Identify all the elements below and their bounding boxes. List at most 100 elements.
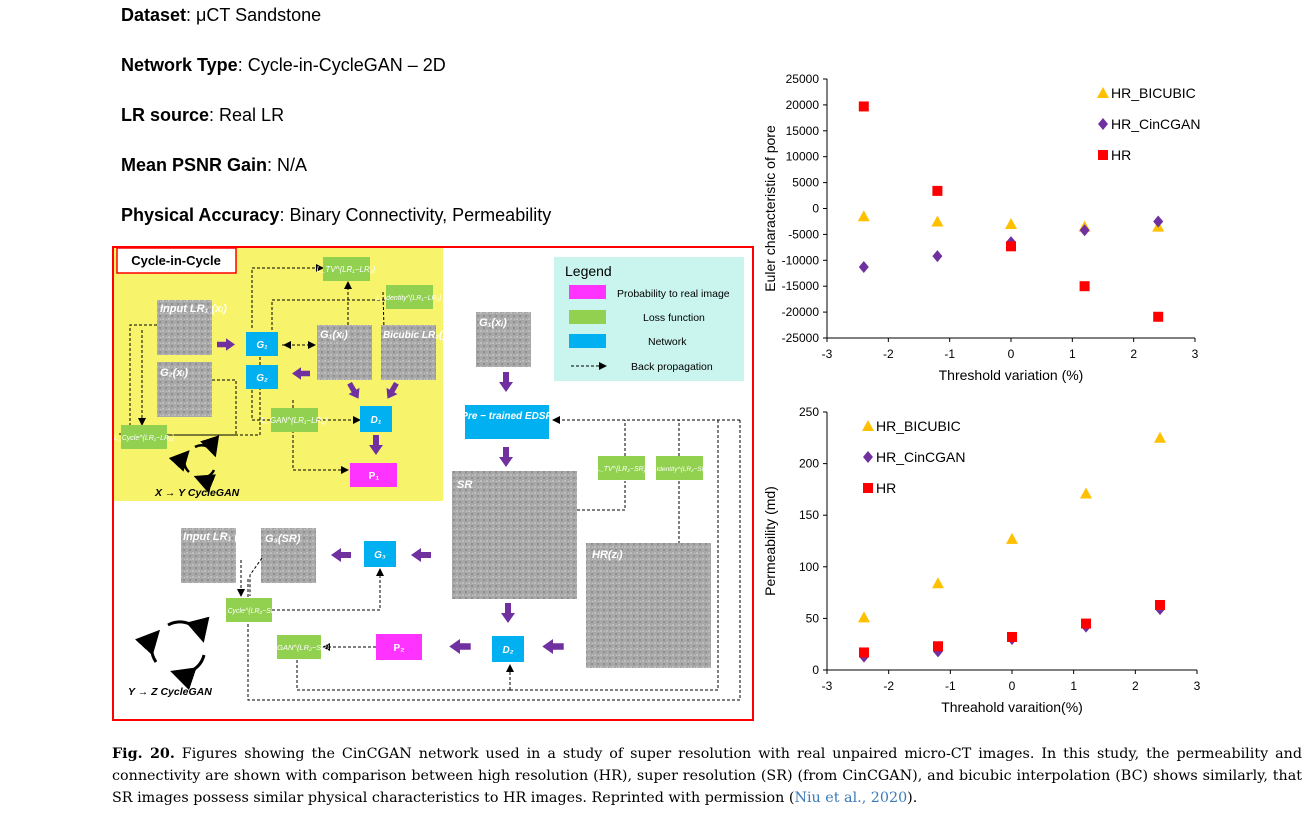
legend-label-hr-cincgan: HR_CinCGAN [1111,116,1200,132]
input-lr1-bottom-image [181,528,236,583]
x-tick-label: -2 [883,347,894,361]
cincgan-diagram: Cycle-in-Cycle Legend Probability to rea… [112,246,754,721]
legend-marker-hr [1098,150,1108,160]
y-axis-label: Euler characteristic of pore [762,125,778,292]
data-point-hr-cincgan [932,250,943,263]
legend-label-hr-bicubic: HR_BICUBIC [1111,85,1196,101]
legend-item-loss: Loss function [643,312,705,324]
l-cycle-top-label: L_Cycle^{LR₁−LR₂} [114,435,175,442]
x-tick-label: -1 [945,679,956,693]
y-tick-label: 25000 [786,72,820,86]
p1-label: P₁ [369,471,380,482]
y-tick-label: 20000 [786,98,820,112]
x-tick-label: 2 [1130,347,1137,361]
y-tick-label: -25000 [782,331,820,345]
info-dataset: Dataset: μCT Sandstone [121,5,322,25]
y-tick-label: 10000 [786,150,820,164]
data-point-hr [859,647,869,658]
l-gan-sr-label: L_GAN^{LR₂−SR} [269,643,330,652]
legend-item-backprop: Back propagation [631,361,713,373]
cycle-yz-icon [134,616,210,691]
x-tick-label: -3 [822,679,833,693]
data-point-hr [1006,241,1016,252]
caption-label: Fig. 20. [112,746,175,762]
l-tv-sr-label: L_TV^{LR₂−SR} [596,466,647,473]
l-identity-sr [656,456,703,480]
sr-label: SR [457,479,472,491]
y-tick-label: 15000 [786,124,820,138]
x-tick-label: 1 [1069,347,1076,361]
input-lr1-label: Input LR₁ (xᵢ) [160,303,227,315]
legend-marker-hr [863,483,873,493]
data-point-hr-bicubic [857,210,870,222]
y-tick-label: 0 [812,202,819,216]
info-psnr-gain: Mean PSNR Gain: N/A [121,155,308,175]
caption-reference-link[interactable]: Niu et al., 2020 [794,790,908,806]
l-identity-top-label: L_Identity^{LR₁−LR₂} [376,295,442,302]
sr-image [452,471,577,599]
p1-node [350,463,397,487]
legend-item-network: Network [648,336,687,348]
caption-text: Figures showing the CinCGAN network used… [112,746,1302,806]
x-tick-label: 0 [1008,347,1015,361]
cycle-xy-icon [168,435,220,493]
y-tick-label: 50 [806,611,820,625]
bicubic-label: Bicubic LR₂(yᵢ) [383,330,454,341]
d1-label: D₁ [371,415,382,426]
cycle-xy-label: X → Y CycleGAN [154,487,240,499]
y-tick-label: -5000 [788,227,819,241]
edsr-node [465,405,549,439]
euler-chart: 25000 20000 15000 10000 5000 0 -5000 -10000 -150… [762,72,1200,383]
l-tv-top-label: L_TV^{LR₁−LR₂} [317,265,376,274]
y-tick-label: 5000 [792,176,819,190]
x-tick-label: 3 [1192,347,1199,361]
g3sr-image [261,528,316,583]
data-point-hr [858,101,869,112]
l-gan-sr [277,635,321,659]
l-identity-top [386,285,433,309]
legend-title: Legend [565,263,612,279]
d2-label: D₂ [502,645,513,656]
hr-image [586,543,711,668]
l-cycle-sr [226,598,272,622]
data-point-hr [933,641,943,652]
y-tick-label: 200 [799,457,819,471]
g1x-right-image [476,312,531,367]
x-tick-label: 0 [1009,679,1016,693]
d2-node [492,636,524,662]
legend-marker-hr-bicubic [1097,87,1109,98]
legend-label-hr-bicubic: HR_BICUBIC [876,418,961,434]
cycle-in-cycle-title: Cycle-in-Cycle [131,253,221,268]
y-tick-label: 250 [799,405,819,419]
g3-node [364,541,396,567]
g1x-label: G₁(xᵢ) [320,329,348,341]
legend-item-probability: Probability to real image [617,288,730,300]
legend-marker-hr-cincgan [863,451,873,463]
input-lr1-bottom-label: Input LR₁ (xᵢ) [183,531,250,543]
d1-node [360,406,392,432]
y-tick-label: -15000 [782,279,820,293]
l-identity-sr-label: L_Identity^{LR₂−SR} [649,466,709,473]
caption-end: ). [907,790,918,806]
data-point-hr [1155,599,1165,610]
x-tick-label: 3 [1194,679,1201,693]
data-point-hr-bicubic [1154,431,1166,443]
y-axis-label: Permeability (md) [762,486,778,596]
data-point-hr-bicubic [1006,532,1018,544]
g2x-label: G₂(xᵢ) [160,367,188,379]
legend-marker-hr-bicubic [862,420,874,431]
x-tick-label: -1 [944,347,955,361]
legend-label-hr-cincgan: HR_CinCGAN [876,449,965,465]
x-tick-label: -3 [822,347,833,361]
x-tick-label: 1 [1070,679,1077,693]
x-axis-label: Threshold variation (%) [939,367,1084,383]
info-lr-source: LR source: Real LR [121,105,285,125]
edsr-label: Pre − trained EDSR [461,411,553,422]
x-tick-label: 2 [1132,679,1139,693]
data-point-hr [1007,631,1017,642]
hr-label: HR(zᵢ) [592,549,623,561]
legend-label-hr: HR [876,480,896,496]
l-gan-top-label: L_GAN^{LR₁−LR₂} [261,416,327,425]
data-point-hr [932,185,943,196]
input-lr1-image [157,300,212,355]
